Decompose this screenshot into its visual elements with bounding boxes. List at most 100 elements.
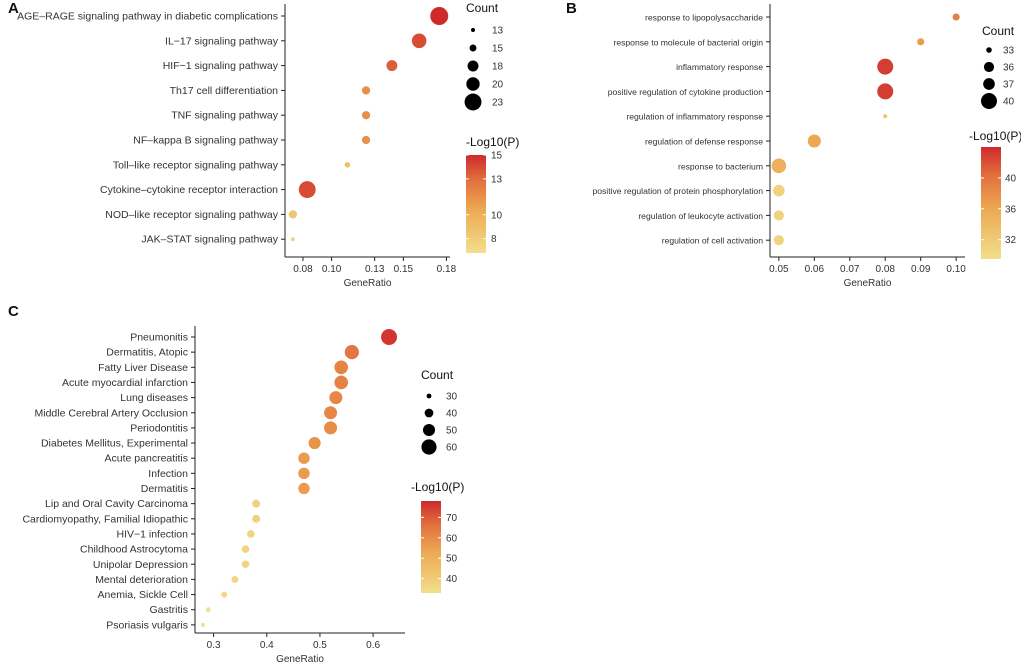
category-label: Cytokine–cytokine receptor interaction <box>100 184 278 196</box>
size-legend-circle <box>469 44 477 52</box>
size-legend-label: 36 <box>1003 63 1015 74</box>
category-label: regulation of defense response <box>645 137 763 147</box>
category-label: Lip and Oral Cavity Carcinoma <box>45 498 188 510</box>
data-point <box>771 158 787 174</box>
x-tick-label: 0.4 <box>260 640 274 651</box>
data-point <box>386 60 398 72</box>
category-label: positive regulation of protein phosphory… <box>592 186 763 196</box>
category-label: Lung diseases <box>120 392 188 404</box>
category-label: Pneumonitis <box>130 332 188 344</box>
category-label: NOD–like receptor signaling pathway <box>105 209 279 221</box>
data-point <box>334 375 349 390</box>
category-label: Toll–like receptor signaling pathway <box>113 159 279 171</box>
color-legend-label: 10 <box>491 210 503 221</box>
size-legend-circle <box>422 423 436 437</box>
data-point <box>288 210 298 219</box>
size-legend-circle <box>467 60 479 72</box>
x-axis-label: GeneRatio <box>344 278 392 289</box>
data-point <box>411 33 427 49</box>
data-point <box>917 38 925 46</box>
category-label: Fatty Liver Disease <box>98 362 188 374</box>
data-point <box>298 181 316 199</box>
color-legend-label: 40 <box>446 574 458 585</box>
size-legend-circle <box>983 61 995 73</box>
data-point <box>381 329 398 345</box>
data-point <box>290 237 295 242</box>
panel-c: C 0.3 0.4 0.5 0.6 GeneRatio Pneumonitis Dermati… <box>8 303 464 665</box>
x-tick-label: 0.06 <box>805 264 825 275</box>
category-label: HIF−1 signaling pathway <box>163 60 279 72</box>
size-legend-label: 20 <box>492 80 504 91</box>
x-tick-label: 0.5 <box>313 640 327 651</box>
x-tick-label: 0.09 <box>911 264 931 275</box>
category-label: Acute myocardial infarction <box>62 377 188 389</box>
category-label: regulation of inflammatory response <box>626 112 763 122</box>
category-label: AGE–RAGE signaling pathway in diabetic c… <box>17 11 278 23</box>
size-legend-circle <box>983 78 995 90</box>
data-point <box>361 111 371 120</box>
color-legend-label: 36 <box>1005 204 1017 215</box>
x-tick-label: 0.08 <box>293 264 313 275</box>
color-legend-label: 8 <box>491 234 497 245</box>
data-point <box>344 345 359 360</box>
data-point <box>773 235 784 246</box>
data-point <box>877 83 894 100</box>
data-point <box>430 7 449 25</box>
data-point <box>807 134 821 148</box>
size-legend-circle <box>424 408 434 418</box>
category-label: Dermatitis <box>141 483 188 495</box>
color-legend-bar <box>421 501 441 593</box>
data-point <box>877 58 894 75</box>
x-axis-label: GeneRatio <box>276 654 324 665</box>
category-label: response to molecule of bacterial origin <box>613 37 763 47</box>
size-legend-circle <box>426 393 432 399</box>
data-point <box>200 622 205 627</box>
category-label: Psoriasis vulgaris <box>106 619 188 631</box>
size-legend-label: 50 <box>446 426 458 437</box>
data-point <box>361 135 371 145</box>
category-label: Childhood Astrocytoma <box>80 544 188 556</box>
size-legend-label: 60 <box>446 443 458 454</box>
data-point <box>344 162 351 168</box>
category-label: Unipolar Depression <box>93 559 188 571</box>
x-tick-label: 0.10 <box>322 264 342 275</box>
category-label: inflammatory response <box>676 62 763 72</box>
data-point <box>883 114 888 119</box>
panel-letter: C <box>8 303 19 320</box>
data-point <box>773 184 785 197</box>
size-legend-circle <box>464 93 482 111</box>
category-label: TNF signaling pathway <box>171 110 279 122</box>
data-point <box>247 530 255 538</box>
size-legend-label: 40 <box>446 409 458 420</box>
category-label: HIV−1 infection <box>116 528 188 540</box>
color-legend-label: 60 <box>446 533 458 544</box>
color-legend-title: -Log10(P) <box>466 135 519 149</box>
x-tick-label: 0.13 <box>365 264 385 275</box>
category-label: Infection <box>148 468 188 480</box>
size-legend-circle <box>986 47 992 53</box>
category-label: NF–kappa B signaling pathway <box>133 135 279 147</box>
panel-letter: B <box>566 0 577 17</box>
x-tick-label: 0.6 <box>366 640 380 651</box>
color-legend-label: 70 <box>446 513 458 524</box>
data-point <box>773 210 784 221</box>
x-axis-label: GeneRatio <box>844 278 892 289</box>
panel-a: A 0.08 0.10 0.13 0.15 0.18 GeneRatio AGE–RAGE s… <box>8 0 519 289</box>
data-point <box>361 86 371 95</box>
data-point <box>298 467 310 480</box>
category-label: IL−17 signaling pathway <box>165 35 279 47</box>
category-label: Diabetes Mellitus, Experimental <box>41 438 188 450</box>
data-point <box>252 499 261 508</box>
data-point <box>952 13 960 21</box>
size-legend-label: 30 <box>446 392 458 403</box>
color-legend-title: -Log10(P) <box>411 480 464 494</box>
x-tick-label: 0.05 <box>769 264 789 275</box>
data-point <box>241 545 250 553</box>
category-label: Periodontitis <box>130 422 188 434</box>
panel-letter: A <box>8 0 19 17</box>
data-point <box>252 514 261 523</box>
category-label: Middle Cerebral Artery Occlusion <box>35 407 189 419</box>
x-tick-label: 0.10 <box>946 264 966 275</box>
size-legend-circle <box>421 439 437 455</box>
category-label: Acute pancreatitis <box>105 453 188 465</box>
